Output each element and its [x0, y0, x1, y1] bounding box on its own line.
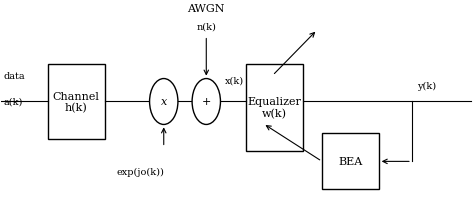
Text: AWGN: AWGN	[188, 4, 225, 14]
Text: exp(jo(k)): exp(jo(k))	[116, 167, 164, 176]
Bar	[322, 134, 379, 189]
Ellipse shape	[192, 79, 220, 125]
Text: x(k): x(k)	[225, 76, 244, 85]
Bar	[48, 64, 105, 140]
Text: Equalizer
w(k): Equalizer w(k)	[248, 97, 302, 119]
Text: n(k): n(k)	[196, 22, 216, 31]
Text: x: x	[161, 97, 167, 107]
Text: a(k): a(k)	[3, 98, 22, 106]
Text: data: data	[3, 72, 25, 81]
Bar	[246, 64, 303, 152]
Text: +: +	[201, 97, 211, 107]
Text: BEA: BEA	[338, 157, 363, 167]
Text: Channel
h(k): Channel h(k)	[53, 91, 100, 113]
Text: y(k): y(k)	[417, 82, 436, 91]
Ellipse shape	[150, 79, 178, 125]
